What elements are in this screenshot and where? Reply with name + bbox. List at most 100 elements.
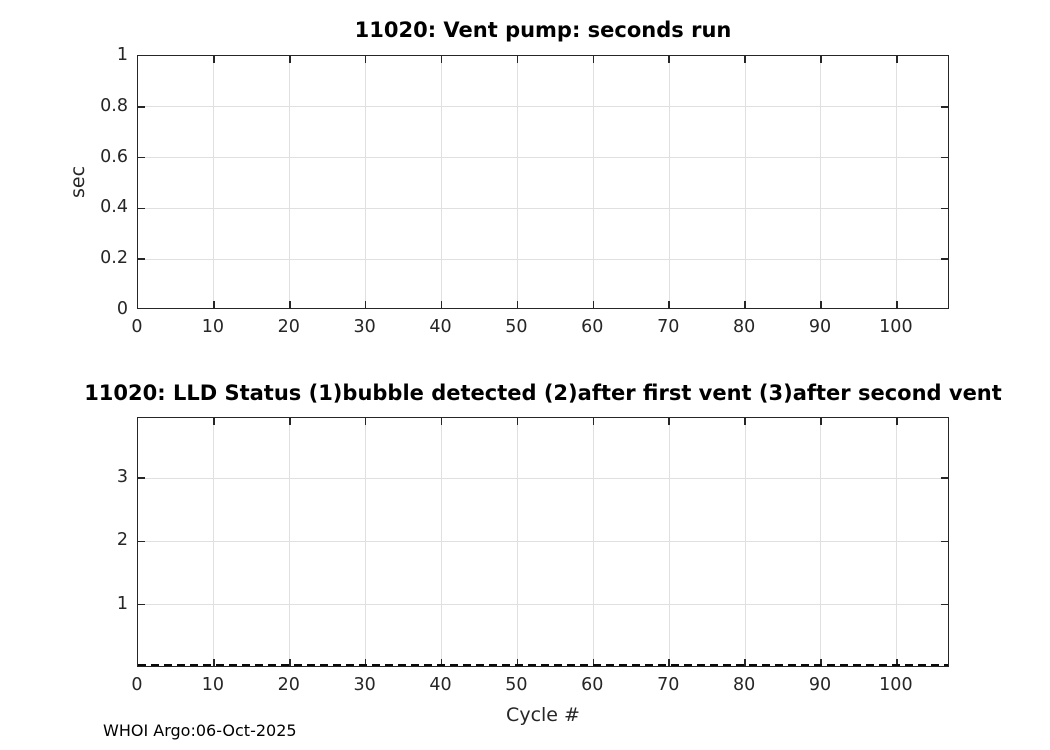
- y-tick-mark: [138, 540, 145, 543]
- y-tick-mark: [138, 258, 145, 260]
- x-tick-mark: [592, 659, 595, 666]
- x-tick-mark: [440, 56, 443, 63]
- vent-pump-axes: [137, 55, 949, 309]
- x-tick-mark: [668, 418, 670, 425]
- x-tick-label: 0: [131, 317, 143, 337]
- y-tick-label: 0: [116, 299, 128, 319]
- lld-status-axes: [137, 417, 949, 667]
- x-gridline: [365, 418, 367, 666]
- x-tick-mark: [289, 418, 291, 425]
- y-tick-label: 1: [116, 593, 128, 614]
- y-tick-label: 1: [116, 45, 128, 65]
- x-gridline: [592, 418, 594, 666]
- x-tick-mark: [896, 56, 898, 63]
- y-gridline: [138, 540, 948, 542]
- x-tick-label: 40: [429, 675, 452, 695]
- y-gridline: [138, 477, 948, 479]
- footer-credit: WHOI Argo:06-Oct-2025: [103, 721, 297, 740]
- x-gridline: [820, 418, 822, 666]
- x-tick-label: 50: [505, 317, 528, 337]
- x-gridline: [744, 418, 746, 666]
- x-tick-mark: [364, 418, 367, 425]
- x-tick-label: 80: [732, 675, 756, 695]
- y-gridline: [138, 258, 948, 260]
- x-gridline: [668, 418, 670, 666]
- x-gridline: [441, 418, 443, 666]
- x-tick-mark: [896, 418, 898, 425]
- x-tick-label: 70: [657, 675, 680, 695]
- y-tick-mark: [138, 156, 145, 159]
- x-tick-mark: [364, 301, 367, 308]
- x-tick-label: 50: [505, 675, 528, 695]
- y-gridline: [138, 106, 948, 108]
- x-tick-label: 100: [879, 317, 913, 337]
- x-tick-label: 100: [879, 675, 913, 695]
- y-tick-label: 0.6: [100, 146, 128, 167]
- x-tick-mark: [592, 418, 595, 425]
- y-gridline: [138, 207, 948, 209]
- lld-status-title: 11020: LLD Status (1)bubble detected (2)…: [84, 381, 1002, 405]
- x-gridline: [516, 56, 518, 308]
- x-gridline: [592, 56, 594, 308]
- x-gridline: [820, 56, 822, 308]
- x-tick-label: 60: [581, 675, 604, 695]
- x-tick-label: 30: [353, 675, 376, 695]
- y-tick-mark: [138, 207, 145, 210]
- x-tick-mark: [213, 659, 215, 666]
- x-tick-mark: [896, 659, 898, 666]
- x-gridline: [668, 56, 670, 308]
- x-tick-mark: [289, 301, 291, 308]
- y-tick-mark: [138, 477, 145, 479]
- x-tick-mark: [820, 418, 822, 425]
- y-tick-mark: [941, 540, 948, 543]
- cycle-xlabel: Cycle #: [506, 704, 580, 726]
- x-tick-mark: [744, 418, 746, 425]
- x-tick-label: 0: [131, 675, 143, 695]
- x-gridline: [516, 418, 518, 666]
- x-tick-mark: [364, 56, 367, 63]
- y-tick-mark: [941, 156, 948, 159]
- x-gridline: [896, 56, 898, 308]
- x-tick-label: 70: [657, 317, 680, 337]
- x-tick-mark: [744, 659, 746, 666]
- y-tick-label: 2: [116, 530, 128, 551]
- x-tick-mark: [516, 301, 519, 308]
- vent-pump-ylabel: sec: [67, 165, 89, 199]
- x-tick-mark: [516, 56, 519, 63]
- x-tick-label: 10: [201, 317, 225, 337]
- x-tick-label: 90: [808, 317, 832, 337]
- x-gridline: [441, 56, 443, 308]
- x-tick-mark: [820, 301, 822, 308]
- x-tick-mark: [744, 56, 746, 63]
- x-gridline: [744, 56, 746, 308]
- x-tick-label: 90: [808, 675, 832, 695]
- x-tick-mark: [516, 418, 519, 425]
- x-tick-mark: [820, 659, 822, 666]
- x-tick-label: 60: [581, 317, 604, 337]
- vent-pump-title: 11020: Vent pump: seconds run: [354, 18, 732, 42]
- x-tick-label: 40: [429, 317, 452, 337]
- x-gridline: [896, 418, 898, 666]
- y-tick-mark: [941, 106, 948, 108]
- x-tick-mark: [668, 659, 670, 666]
- y-tick-mark: [941, 258, 948, 260]
- x-tick-mark: [516, 659, 519, 666]
- x-tick-mark: [213, 56, 215, 63]
- x-tick-mark: [668, 56, 670, 63]
- x-tick-mark: [896, 301, 898, 308]
- x-tick-label: 80: [732, 317, 756, 337]
- y-tick-mark: [941, 477, 948, 479]
- x-tick-mark: [289, 56, 291, 63]
- y-tick-label: 0.2: [100, 248, 128, 269]
- y-tick-mark: [138, 603, 145, 606]
- x-tick-label: 20: [277, 675, 300, 695]
- zero-dashed-line: [138, 664, 948, 666]
- x-tick-mark: [289, 659, 291, 666]
- x-tick-mark: [213, 418, 215, 425]
- x-tick-mark: [592, 301, 595, 308]
- x-tick-label: 10: [201, 675, 225, 695]
- y-tick-label: 3: [116, 467, 128, 488]
- y-tick-label: 0.8: [100, 95, 128, 116]
- x-tick-mark: [744, 301, 746, 308]
